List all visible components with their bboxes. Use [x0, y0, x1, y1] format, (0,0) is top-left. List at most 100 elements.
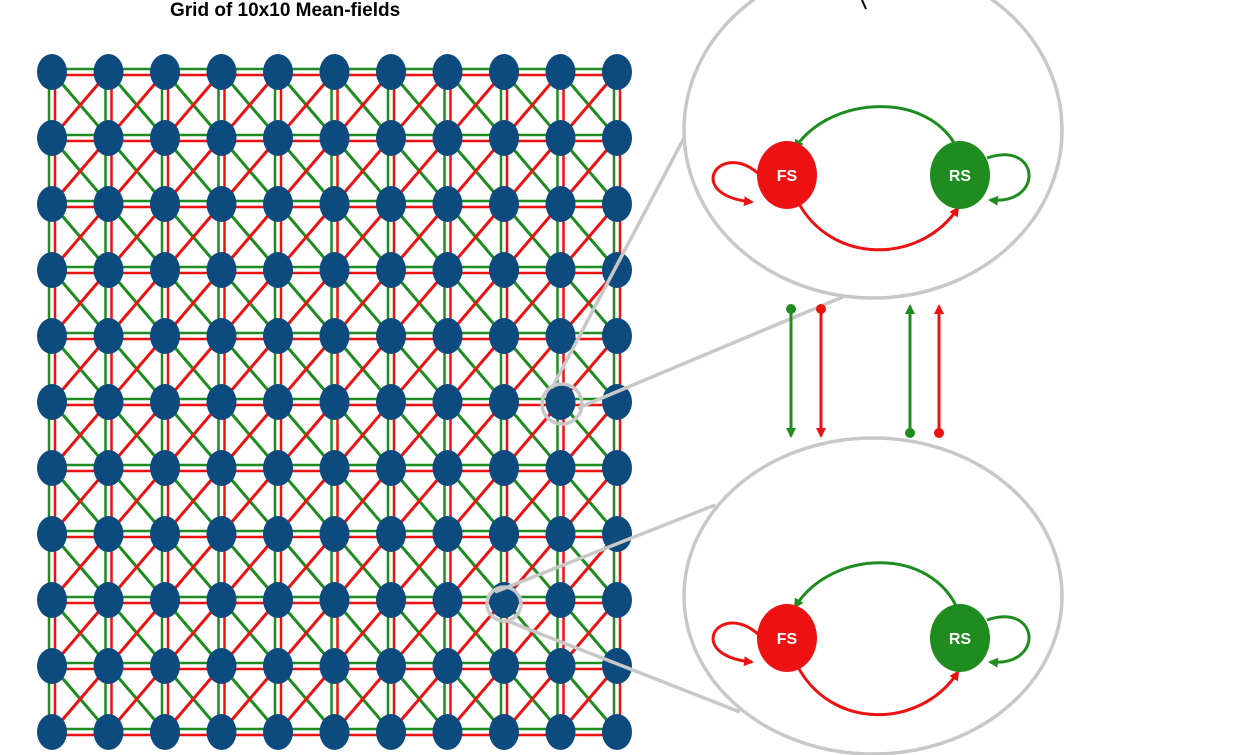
- mean-field-node: [37, 648, 67, 684]
- mean-field-node: [432, 252, 463, 288]
- mean-field-node: [545, 648, 576, 684]
- rs-self-loop: [986, 153, 1031, 206]
- mean-field-node: [206, 120, 237, 156]
- mean-field-node: [263, 318, 293, 354]
- mean-field-node: [432, 516, 463, 552]
- mean-field-node: [150, 714, 180, 750]
- mean-field-node: [263, 120, 293, 156]
- mean-field-node: [37, 714, 67, 750]
- mean-field-node: [602, 648, 632, 684]
- red-down-arrow-origin: [816, 304, 826, 314]
- highlighted-node-ring: [540, 382, 584, 426]
- rs-label: RS: [949, 168, 972, 185]
- mean-field-node: [206, 186, 237, 222]
- mean-field-node: [150, 54, 180, 90]
- mean-field-node: [37, 318, 67, 354]
- mean-field-node: [206, 714, 237, 750]
- mean-field-node: [602, 120, 632, 156]
- mean-field-node: [545, 450, 576, 486]
- mean-field-node: [206, 318, 237, 354]
- mean-field-node: [545, 714, 576, 750]
- mean-field-node: [489, 54, 519, 90]
- mean-field-node: [93, 516, 124, 552]
- fs-node: [757, 141, 817, 209]
- mean-field-node: [376, 384, 406, 420]
- red-up-arrow-origin: [934, 428, 944, 438]
- mean-field-node: [489, 648, 519, 684]
- mean-field-node: [602, 516, 632, 552]
- mean-field-node: [150, 648, 180, 684]
- mean-field-node: [93, 450, 124, 486]
- mean-field-node: [263, 648, 293, 684]
- mean-field-node: [150, 252, 180, 288]
- mean-field-node: [602, 384, 632, 420]
- mean-field-node: [545, 54, 576, 90]
- mean-field-node: [319, 318, 350, 354]
- mean-field-node: [150, 186, 180, 222]
- inset-top-pointer: [861, 0, 867, 10]
- mean-field-node: [319, 384, 350, 420]
- fs-to-rs-arrow: [795, 199, 960, 252]
- mean-field-node: [93, 714, 124, 750]
- inter-inset-connections: [786, 304, 944, 438]
- mean-field-node: [263, 54, 293, 90]
- mean-field-node: [545, 318, 576, 354]
- zoom-line-top-lower: [577, 294, 846, 410]
- mean-field-node: [432, 384, 463, 420]
- mean-field-node: [206, 582, 237, 618]
- mean-field-node: [489, 714, 519, 750]
- mean-field-node: [319, 450, 350, 486]
- mean-field-node: [263, 582, 293, 618]
- mean-field-node: [206, 384, 237, 420]
- inset-top: FS RS: [682, 0, 1064, 300]
- mean-field-node: [319, 582, 350, 618]
- mean-field-node: [150, 120, 180, 156]
- rs-self-loop: [986, 615, 1031, 668]
- inset-circle: [682, 436, 1064, 755]
- mean-field-node: [376, 714, 406, 750]
- mean-field-node: [602, 714, 632, 750]
- mean-field-node: [376, 582, 406, 618]
- mean-field-node: [93, 318, 124, 354]
- mean-field-node: [319, 54, 350, 90]
- mean-field-node: [376, 186, 406, 222]
- mean-field-node: [150, 516, 180, 552]
- mean-field-node: [432, 714, 463, 750]
- mean-field-node: [545, 120, 576, 156]
- green-down-arrow-origin: [786, 304, 796, 314]
- fs-self-loop: [711, 161, 762, 207]
- mean-field-node: [206, 516, 237, 552]
- mean-field-node: [263, 714, 293, 750]
- zoom-line-bottom-lower: [504, 618, 741, 714]
- mean-field-node: [263, 384, 293, 420]
- fs-label: FS: [777, 631, 798, 648]
- grid-nodes: [37, 54, 632, 750]
- mean-field-node: [93, 384, 124, 420]
- rs-node: [930, 604, 990, 672]
- fs-node: [757, 604, 817, 672]
- mean-field-node: [545, 582, 576, 618]
- mean-field-node: [319, 120, 350, 156]
- zoom-line-top-upper: [550, 137, 686, 389]
- mean-field-node: [93, 582, 124, 618]
- zoom-lines: [494, 137, 846, 714]
- mean-field-node: [489, 516, 519, 552]
- fs-self-loop: [711, 621, 762, 667]
- mean-field-node: [206, 450, 237, 486]
- rs-to-fs-arrow: [793, 561, 960, 611]
- mean-field-node: [319, 714, 350, 750]
- mean-field-node: [93, 648, 124, 684]
- mean-field-node: [376, 450, 406, 486]
- mean-field-node: [602, 450, 632, 486]
- mean-field-node: [37, 450, 67, 486]
- mean-field-node: [432, 582, 463, 618]
- mean-field-node: [489, 186, 519, 222]
- mean-field-node: [206, 54, 237, 90]
- inset-bottom: FS RS: [682, 436, 1064, 755]
- mean-field-node: [489, 450, 519, 486]
- zoom-line-bottom-upper: [494, 503, 716, 594]
- mean-field-node: [37, 54, 67, 90]
- mean-field-node: [93, 186, 124, 222]
- mean-field-node: [602, 54, 632, 90]
